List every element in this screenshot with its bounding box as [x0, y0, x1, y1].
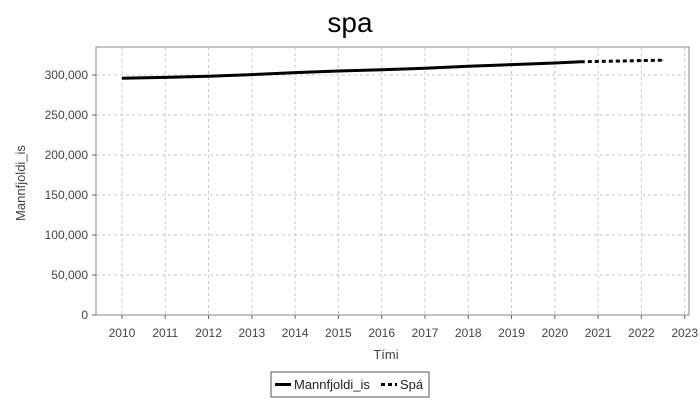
data-point — [208, 75, 210, 77]
x-tick-label: 2023 — [671, 326, 698, 340]
legend-box — [270, 371, 430, 398]
y-axis-label: Mannfjoldi_is — [13, 145, 28, 221]
x-tick-label: 2021 — [585, 326, 612, 340]
series-line-mannfjoldi — [121, 60, 581, 80]
y-tick-label: 150,000 — [45, 188, 89, 202]
x-tick-label: 2010 — [109, 326, 136, 340]
data-point — [251, 74, 253, 76]
y-tick-label: 50,000 — [51, 268, 88, 282]
x-tick-label: 2014 — [282, 326, 309, 340]
data-point — [580, 61, 582, 63]
y-tick-label: 0 — [81, 308, 88, 322]
x-tick-label: 2020 — [541, 326, 568, 340]
x-tick-label: 2022 — [628, 326, 655, 340]
x-tick-label: 2018 — [455, 326, 482, 340]
y-tick-label: 200,000 — [45, 148, 89, 162]
data-point — [424, 67, 426, 69]
data-point — [121, 77, 123, 79]
data-point — [511, 64, 513, 66]
data-point — [640, 60, 642, 62]
legend-label-mannfjoldi: Mannfjoldi_is — [294, 377, 370, 392]
data-point — [337, 70, 339, 72]
data-point — [597, 60, 599, 62]
x-tick-label: 2015 — [325, 326, 352, 340]
data-point — [467, 65, 469, 67]
x-tick-label: 2013 — [238, 326, 265, 340]
x-tick-label: 2011 — [152, 326, 178, 340]
grid — [96, 47, 689, 315]
data-point — [619, 60, 621, 62]
data-point — [381, 69, 383, 71]
x-axis-label: Tími — [373, 347, 398, 362]
axes: 0 50,000 100,000 150,000 200,000 250,000 300,0… — [45, 68, 699, 340]
x-tick-label: 2019 — [498, 326, 525, 340]
data-point — [662, 59, 664, 61]
data-point — [294, 72, 296, 74]
data-point — [554, 62, 556, 64]
y-tick-label: 300,000 — [45, 68, 89, 82]
x-tick-label: 2012 — [195, 326, 222, 340]
chart-title: spa — [327, 7, 373, 38]
legend: Mannfjoldi_is Spá — [270, 371, 430, 398]
plot-area — [95, 46, 690, 316]
legend-label-spa: Spá — [400, 377, 424, 392]
y-tick-label: 100,000 — [45, 228, 89, 242]
x-tick-label: 2016 — [368, 326, 395, 340]
series-group — [121, 58, 664, 80]
x-tick-label: 2017 — [412, 326, 439, 340]
data-point — [164, 76, 166, 78]
y-tick-label: 250,000 — [45, 108, 89, 122]
